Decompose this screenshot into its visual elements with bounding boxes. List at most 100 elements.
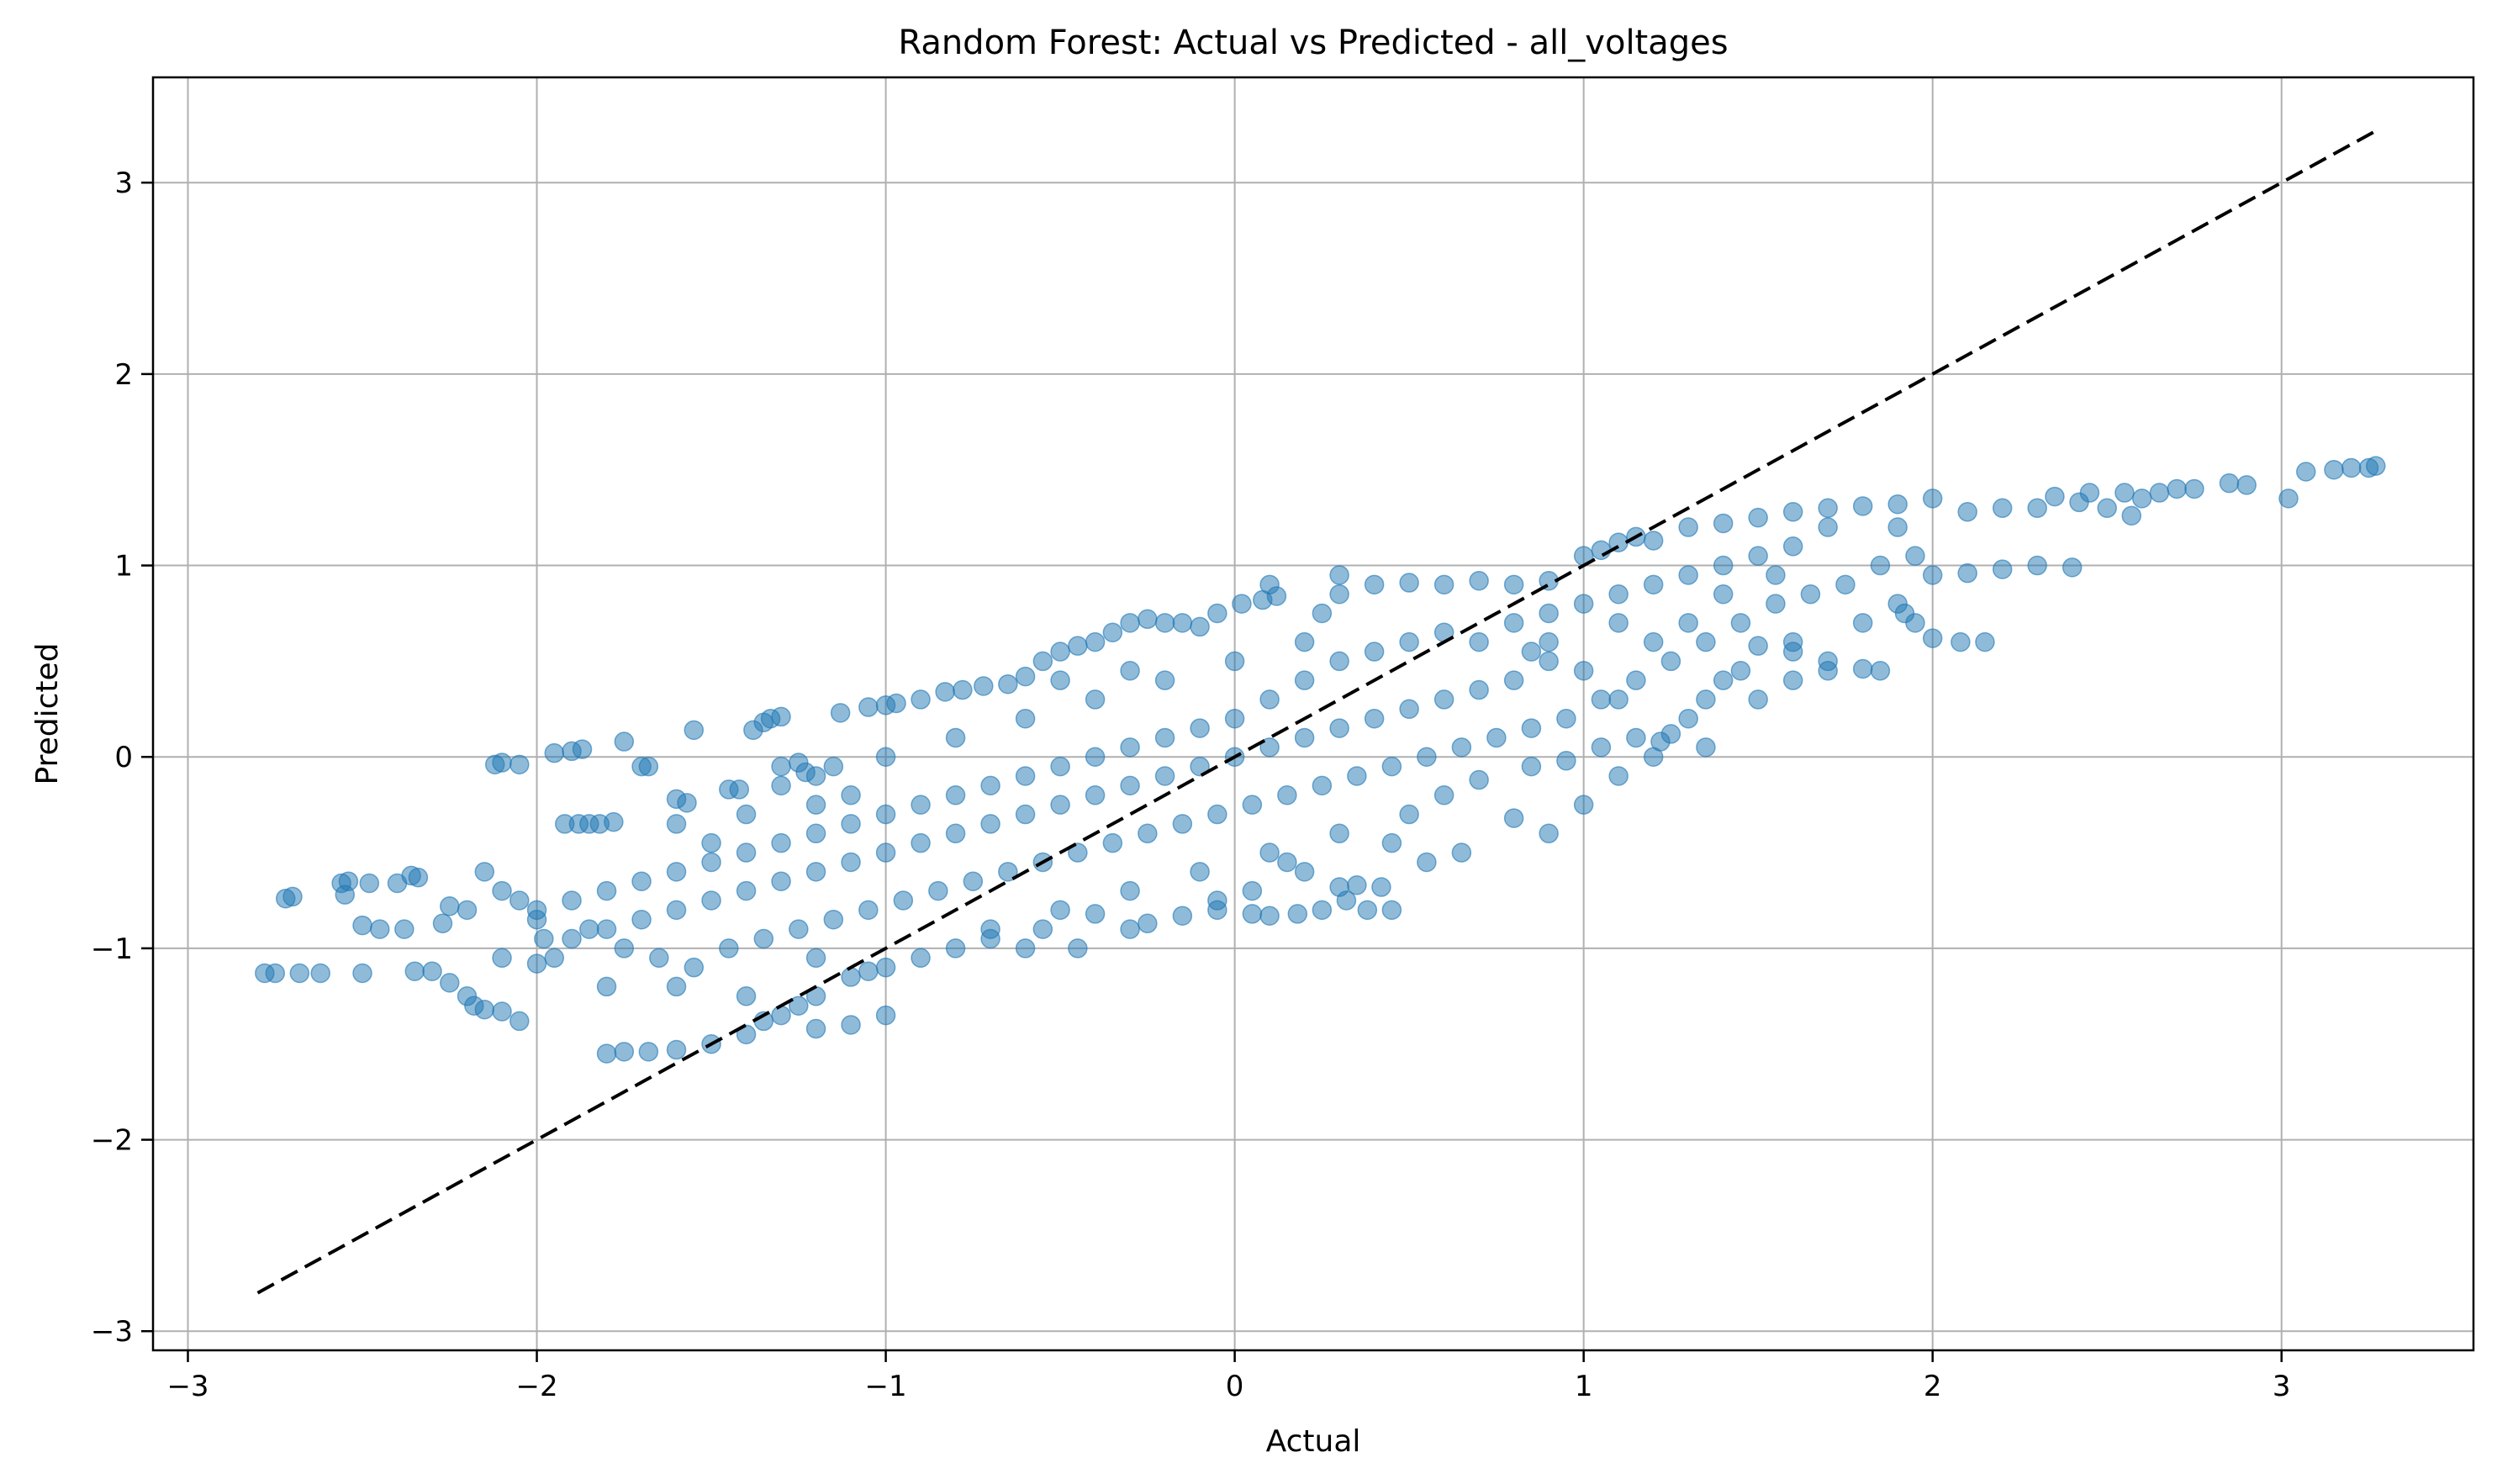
data-point — [1190, 616, 1210, 637]
data-point — [1818, 517, 1838, 537]
data-point — [1259, 574, 1280, 595]
data-point — [1050, 795, 1070, 815]
data-point — [404, 961, 425, 981]
data-point — [858, 961, 879, 981]
data-point — [1626, 727, 1646, 748]
data-point — [1870, 661, 1891, 681]
data-point — [1521, 718, 1542, 738]
data-point — [572, 739, 593, 759]
data-point — [1068, 842, 1088, 863]
data-point — [631, 909, 652, 930]
data-point — [1905, 546, 1925, 566]
data-point — [1120, 661, 1140, 681]
x-tick-label: 3 — [2273, 1370, 2291, 1403]
data-point — [422, 961, 442, 981]
data-point — [1015, 766, 1036, 786]
data-point — [771, 832, 791, 853]
data-point — [1172, 906, 1193, 926]
data-point — [729, 779, 750, 800]
data-point — [1957, 562, 1977, 584]
data-point — [1678, 517, 1698, 537]
data-point — [1521, 642, 1542, 662]
data-point — [1287, 904, 1308, 924]
data-point — [1730, 661, 1751, 681]
data-point — [474, 999, 495, 1020]
data-point — [534, 928, 554, 949]
data-point — [1259, 906, 1280, 926]
data-point — [935, 682, 955, 702]
data-point — [1364, 574, 1385, 595]
data-point — [1242, 795, 1263, 815]
y-tick-label: 2 — [114, 358, 133, 392]
data-point — [858, 900, 879, 921]
data-point — [492, 948, 512, 969]
x-tick-label: −3 — [166, 1370, 209, 1403]
data-point — [701, 852, 721, 873]
data-point — [1347, 766, 1367, 786]
data-point — [1678, 708, 1698, 729]
data-point — [953, 679, 973, 700]
data-point — [911, 795, 931, 815]
data-point — [875, 957, 896, 978]
data-point — [1329, 584, 1349, 605]
data-point — [1696, 689, 1716, 710]
data-point — [1190, 756, 1210, 777]
data-point — [1782, 502, 1803, 522]
data-point — [1433, 574, 1454, 595]
data-point — [1242, 880, 1263, 901]
data-point — [1503, 808, 1524, 828]
data-point — [509, 1011, 530, 1032]
data-point — [1643, 747, 1664, 767]
data-point — [1242, 904, 1263, 924]
data-point — [562, 928, 582, 949]
data-point — [736, 880, 757, 901]
data-point — [911, 832, 931, 853]
data-point — [614, 1042, 635, 1062]
data-point — [963, 871, 984, 891]
data-point — [1835, 574, 1856, 595]
data-point — [771, 775, 791, 796]
data-point — [1852, 496, 1873, 516]
data-point — [2069, 492, 2089, 513]
data-point — [2219, 473, 2240, 494]
data-point — [945, 938, 966, 959]
data-point — [1748, 546, 1768, 566]
data-point — [1539, 631, 1559, 652]
y-tick-label: 1 — [114, 550, 133, 584]
data-point — [998, 673, 1018, 694]
x-tick-label: −2 — [515, 1370, 557, 1403]
data-point — [1417, 747, 1437, 767]
data-point — [1312, 775, 1333, 796]
data-point — [677, 793, 697, 813]
data-point — [1713, 584, 1734, 605]
data-point — [841, 967, 861, 987]
data-point — [596, 919, 617, 939]
data-point — [1852, 658, 1873, 679]
data-point — [1085, 689, 1106, 710]
data-point — [265, 963, 286, 984]
data-point — [1154, 613, 1175, 633]
data-point — [335, 885, 356, 905]
data-point — [911, 689, 931, 710]
chart-title: Random Forest: Actual vs Predicted - all… — [898, 24, 1728, 62]
data-point — [1887, 517, 1908, 537]
data-point — [1102, 622, 1123, 642]
data-point — [1085, 747, 1106, 767]
data-point — [1608, 689, 1629, 710]
data-point — [1539, 823, 1559, 844]
data-point — [1224, 651, 1245, 672]
data-point — [492, 880, 512, 901]
data-point — [1050, 642, 1070, 662]
data-point — [352, 915, 372, 936]
data-point — [1766, 565, 1786, 585]
data-point — [666, 814, 687, 834]
data-point — [666, 900, 687, 921]
plot-frame — [151, 76, 2475, 1352]
data-point — [1172, 613, 1193, 633]
data-point — [492, 1001, 512, 1022]
data-point — [408, 867, 429, 888]
data-point — [928, 880, 948, 901]
data-point — [1782, 536, 1803, 557]
data-point — [440, 973, 460, 993]
data-point — [1730, 613, 1751, 633]
